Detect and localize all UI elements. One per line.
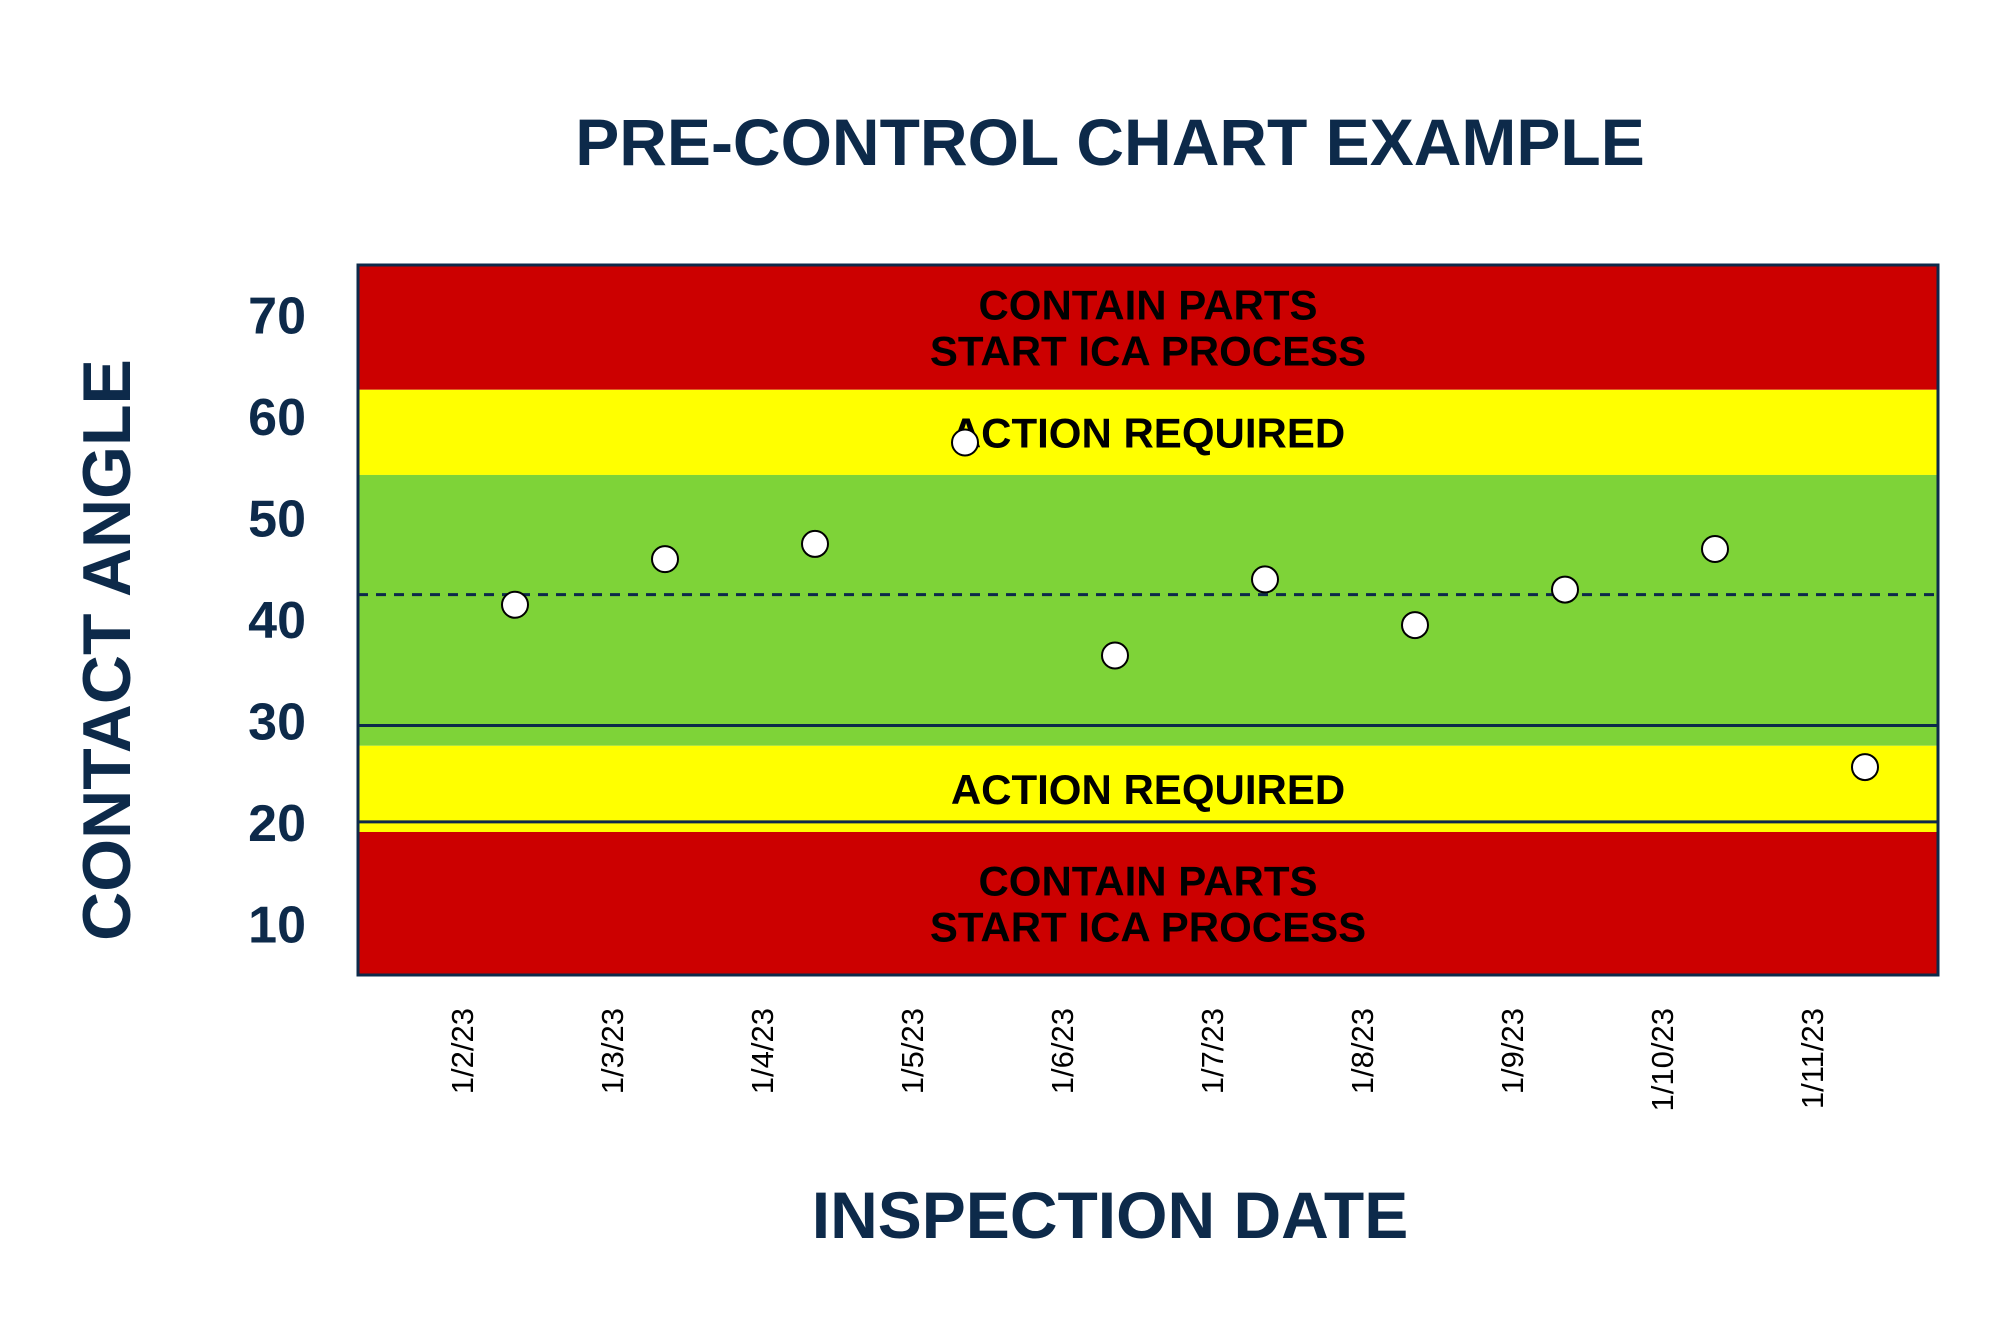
y-axis-label: CONTACT ANGLE	[69, 359, 145, 941]
y-tick-label: 60	[248, 389, 306, 447]
data-point	[1551, 575, 1579, 604]
zone-band	[358, 389, 1938, 475]
zone-label: ACTION REQUIRED	[951, 766, 1345, 813]
lines-layer	[358, 593, 1938, 824]
y-tick-label: 50	[248, 491, 306, 549]
zone-label: START ICA PROCESS	[930, 327, 1366, 374]
chart-title: PRE-CONTROL CHART EXAMPLE	[575, 105, 1644, 179]
data-point	[1401, 611, 1429, 640]
data-point	[1251, 565, 1279, 594]
zone-band	[358, 745, 1938, 832]
x-tick-label: 1/4/23	[745, 1008, 780, 1094]
zone-band	[358, 265, 1938, 390]
zones-layer	[358, 265, 1938, 975]
zone-label: ACTION REQUIRED	[951, 409, 1345, 456]
data-point	[651, 545, 679, 574]
x-tick-label: 1/2/23	[445, 1008, 480, 1094]
data-point	[501, 590, 529, 619]
plot-frame	[356, 263, 1940, 977]
x-tick-label: 1/8/23	[1345, 1008, 1380, 1094]
y-tick-label: 30	[248, 693, 306, 751]
x-axis-label: INSPECTION DATE	[812, 1178, 1408, 1252]
data-point	[801, 529, 829, 558]
y-tick-label: 20	[248, 795, 306, 853]
zone-band	[358, 474, 1938, 746]
points-layer	[501, 428, 1879, 782]
x-tick-label: 1/6/23	[1045, 1008, 1080, 1094]
x-tick-label: 1/10/23	[1645, 1008, 1680, 1111]
zone-label: CONTAIN PARTS	[978, 857, 1317, 904]
zone-label: START ICA PROCESS	[930, 903, 1366, 950]
x-tick-label: 1/5/23	[895, 1008, 930, 1094]
y-tick-label: 40	[248, 592, 306, 650]
x-tick-label: 1/7/23	[1195, 1008, 1230, 1094]
y-tick-labels: 10 20 30 40 50 60 70	[248, 288, 306, 955]
y-tick-label: 70	[248, 288, 306, 346]
data-point	[951, 428, 979, 457]
zone-band	[358, 831, 1938, 975]
x-tick-label: 1/11/23	[1795, 1008, 1830, 1109]
data-point	[1701, 535, 1729, 563]
y-tick-label: 10	[248, 896, 306, 954]
x-tick-label: 1/3/23	[595, 1008, 630, 1094]
data-point	[1851, 753, 1879, 782]
x-tick-label: 1/9/23	[1495, 1008, 1530, 1094]
x-tick-labels: 1/2/23 1/3/23 1/4/23 1/5/23 1/6/23 1/7/23 1/8/…	[445, 1008, 1830, 1111]
data-point	[1101, 641, 1129, 670]
zone-label: CONTAIN PARTS	[978, 281, 1317, 328]
